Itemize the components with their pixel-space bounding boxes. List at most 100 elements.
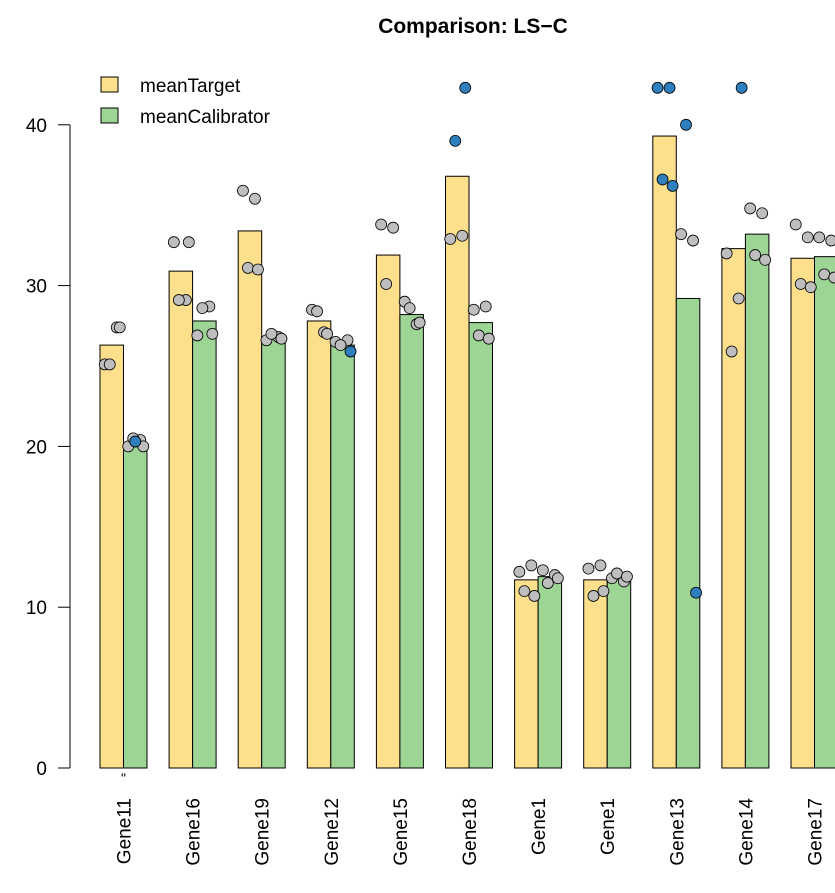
data-point <box>744 202 757 215</box>
legend-label-meanCalibrator: meanCalibrator <box>140 107 271 128</box>
data-point <box>275 332 288 345</box>
x-tick-label-Gene18: Gene18 <box>460 798 481 866</box>
data-point <box>528 590 541 602</box>
data-point-outlier <box>459 81 472 94</box>
data-point <box>794 278 807 290</box>
bar-meanTarget-Gene13 <box>652 135 677 769</box>
legend-swatch-meanTarget <box>100 76 119 93</box>
data-point <box>587 590 600 602</box>
data-point <box>813 231 826 244</box>
data-point <box>525 559 538 572</box>
data-point-outlier <box>344 345 357 358</box>
data-point <box>311 305 323 318</box>
bar-meanCalibrator-Gene18 <box>468 322 493 769</box>
data-point-outlier <box>666 180 679 192</box>
data-point <box>789 218 802 231</box>
data-point <box>725 345 738 358</box>
data-point <box>387 221 400 234</box>
data-point <box>675 228 687 241</box>
bar-meanCalibrator-Gene14 <box>744 233 770 769</box>
bar-meanCalibrator-Gene19 <box>261 336 286 769</box>
data-point <box>759 253 772 266</box>
data-point <box>541 577 554 589</box>
data-point <box>182 236 195 249</box>
legend: meanTarget meanCalibrator <box>100 76 271 128</box>
data-point <box>172 294 185 306</box>
y-tick-label: 40 <box>26 116 47 137</box>
data-point <box>597 585 610 598</box>
x-tick-label-Gene1: Gene1 <box>529 798 550 855</box>
data-points <box>98 81 835 602</box>
bar-meanTarget-Gene17 <box>790 257 815 769</box>
data-point <box>825 234 835 247</box>
bar-meanTarget-Gene19 <box>237 230 263 769</box>
data-point <box>265 327 278 340</box>
x-tick-labels: Gene11 Gene16 Gene19 Gene12 Gene15 Gene18 Gene… <box>115 770 827 866</box>
x-tick-label-Gene12: Gene12 <box>322 798 343 866</box>
bar-meanTarget-Gene1 <box>514 579 539 769</box>
bar-meanCalibrator-Gene15 <box>399 314 424 769</box>
y-axis: 0 10 20 30 40 <box>26 116 71 780</box>
data-point <box>380 278 393 290</box>
x-annotation-mark: " <box>121 770 126 786</box>
data-point <box>196 302 209 315</box>
data-point <box>206 327 219 340</box>
legend-swatch-meanCalibrator <box>100 107 119 124</box>
data-point <box>732 292 745 305</box>
data-point-outlier <box>690 586 702 599</box>
data-point <box>611 567 623 580</box>
data-point-outlier <box>656 173 669 186</box>
data-point <box>237 184 249 197</box>
x-tick-label-Gene11: Gene11 <box>115 798 136 864</box>
x-tick-label-Gene17: Gene17 <box>806 798 827 866</box>
data-point <box>413 316 426 329</box>
data-point-outlier <box>663 81 676 94</box>
bar-meanCalibrator-Gene1 <box>606 577 632 769</box>
data-point <box>334 339 347 351</box>
data-point <box>551 572 564 585</box>
data-point <box>467 303 480 316</box>
data-point <box>472 329 485 342</box>
bar-meanTarget-Gene14 <box>721 248 746 769</box>
bar-meanTarget-Gene11 <box>99 344 124 769</box>
data-point <box>801 231 814 244</box>
x-tick-label-Gene19: Gene19 <box>253 798 274 866</box>
data-point <box>594 559 607 572</box>
data-point <box>321 327 333 340</box>
bar-meanCalibrator-Gene16 <box>192 320 217 769</box>
chart-title: Comparison: LS−C <box>378 15 568 38</box>
data-point <box>242 262 254 274</box>
data-point <box>403 302 416 315</box>
bar-meanCalibrator-Gene1 <box>537 576 563 769</box>
data-point <box>249 192 261 205</box>
data-point <box>720 247 733 260</box>
data-point <box>756 207 769 220</box>
x-tick-label-Gene14: Gene14 <box>736 798 757 866</box>
data-point <box>444 233 457 245</box>
bar-meanTarget-Gene1 <box>583 579 608 769</box>
bar-meanTarget-Gene16 <box>168 270 194 769</box>
bars <box>99 135 835 769</box>
data-point <box>687 234 699 247</box>
data-point <box>536 564 549 577</box>
data-point <box>828 271 835 284</box>
data-point <box>479 300 492 313</box>
data-point <box>482 332 495 345</box>
x-tick-label-Gene13: Gene13 <box>667 798 688 866</box>
data-point <box>804 281 817 294</box>
data-point <box>621 570 633 583</box>
x-tick-label-Gene1: Gene1 <box>598 798 619 855</box>
bar-meanCalibrator-Gene13 <box>675 297 701 769</box>
bar-meanTarget-Gene12 <box>306 320 332 769</box>
y-tick-label: 0 <box>36 759 47 780</box>
data-point <box>375 218 388 231</box>
data-point-outlier <box>735 81 748 94</box>
data-point-outlier <box>449 134 462 147</box>
y-tick-label: 20 <box>26 437 47 458</box>
data-point <box>113 321 126 334</box>
data-point <box>749 249 762 261</box>
data-point <box>167 236 180 249</box>
data-point <box>518 585 531 598</box>
y-tick-label: 30 <box>26 277 47 298</box>
